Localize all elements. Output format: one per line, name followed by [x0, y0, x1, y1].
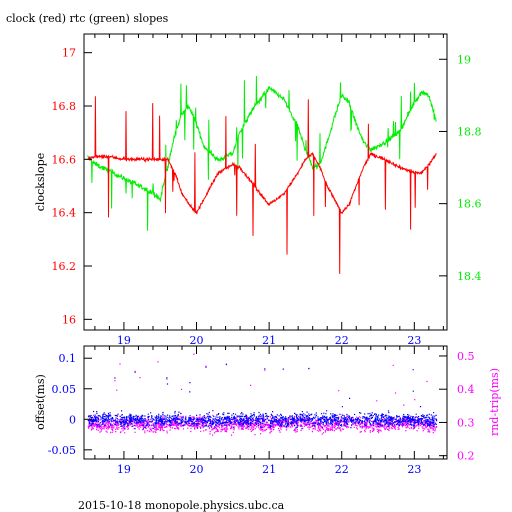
slopes-y-axis-label: clockslope — [34, 153, 47, 211]
offset-x-tick-label: 23 — [407, 463, 421, 476]
slopes-axes: 19 20 21 22 23 16 16.2 16.4 16.6 16.8 17 18.4 18.6 18… — [52, 34, 482, 347]
slopes-y2-tick-label: 18.4 — [457, 270, 482, 283]
slopes-y2-tick-label: 19 — [457, 53, 471, 66]
offset-x-tick-label: 22 — [335, 463, 349, 476]
offset-y2-tick-label: 0.5 — [457, 350, 475, 363]
slopes-x-tick-label: 20 — [190, 334, 204, 347]
offset-y-tick-label: 0.1 — [59, 352, 77, 365]
offset-y-tick-label: 0 — [69, 413, 76, 426]
slopes-x-tick-label: 21 — [262, 334, 276, 347]
slopes-x-tick-label: 22 — [335, 334, 349, 347]
slopes-y-tick-label: 16.2 — [52, 260, 77, 273]
slopes-chart: 19 20 21 22 23 16 16.2 16.4 16.6 16.8 17 18.4 18.6 18… — [34, 33, 482, 347]
clock-series-line — [87, 96, 437, 274]
rtc-series-line — [87, 75, 437, 231]
offset-x-tick-label: 21 — [262, 463, 276, 476]
offset-y-axis-label: offset(ms) — [34, 374, 47, 430]
slopes-x-tick-label: 23 — [407, 334, 421, 347]
slopes-y2-tick-label: 18.6 — [457, 198, 482, 211]
slopes-y2-tick-label: 18.8 — [457, 125, 482, 138]
offset-plot-frame — [83, 345, 448, 460]
slopes-x-tick-label: 19 — [117, 334, 131, 347]
slopes-y-tick-label: 17 — [62, 47, 76, 60]
offset-x-tick-label: 20 — [190, 463, 204, 476]
slopes-y-tick-label: 16.8 — [52, 100, 77, 113]
offset-y2-tick-label: 0.3 — [457, 416, 475, 429]
footer-text: 2015-10-18 monopole.physics.ubc.ca — [78, 499, 285, 512]
offset-y-tick-label: 0.05 — [52, 383, 77, 396]
chart-title: clock (red) rtc (green) slopes — [6, 12, 169, 25]
offset-x-tick-label: 19 — [117, 463, 131, 476]
offset-y2-tick-label: 0.2 — [457, 450, 475, 463]
rndtrip-series-points — [87, 353, 438, 436]
offset-y-tick-label: -0.05 — [48, 444, 76, 457]
offset-axes: 19 20 21 22 23 -0.05 0 0.05 0.1 0.2 0.3 0.4 0.5 — [48, 346, 475, 476]
slopes-plot-frame — [83, 33, 448, 331]
offset-chart: 19 20 21 22 23 -0.05 0 0.05 0.1 0.2 0.3 0.4 0.5 offs… — [34, 345, 501, 476]
offset-series-layer — [87, 353, 438, 436]
offset-series-points — [87, 363, 438, 430]
slopes-y-tick-label: 16 — [62, 313, 76, 326]
rndtrip-y-axis-label: rnd-trip(ms) — [488, 368, 501, 436]
slopes-series-layer — [87, 75, 437, 274]
slopes-y-tick-label: 16.4 — [52, 207, 77, 220]
slopes-y-tick-label: 16.6 — [52, 153, 77, 166]
offset-y2-tick-label: 0.4 — [457, 383, 475, 396]
